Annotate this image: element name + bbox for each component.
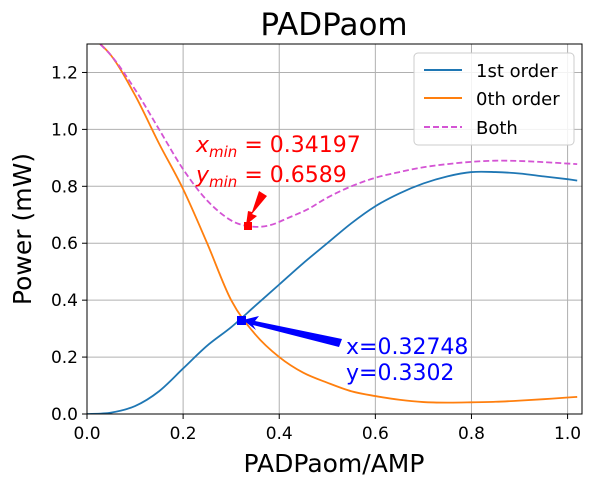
legend-label-0th-order: 0th order — [476, 89, 560, 110]
x-axis-label: PADPaom/AMP — [244, 449, 425, 478]
annotation-min-y-var: y — [195, 163, 210, 188]
annotation-intersection-line1: x=0.32748 — [346, 335, 468, 360]
legend: 1st order 0th order Both — [413, 52, 575, 146]
y-tick-label: 1.0 — [51, 120, 78, 140]
legend-box — [413, 52, 575, 146]
annotation-min-x-text: xmin = 0.34197 — [195, 133, 361, 161]
x-tick-label: 0.6 — [362, 424, 389, 444]
x-tick-label: 0.8 — [458, 424, 485, 444]
annotation-min-y-text: ymin = 0.6589 — [195, 163, 347, 191]
series-0th-order-line — [98, 44, 578, 404]
y-tick-label: 1.2 — [51, 63, 78, 83]
annotation-min-arrow — [246, 191, 267, 225]
annotation-intersection-marker — [237, 316, 246, 325]
annotation-min-x-value: = 0.34197 — [237, 133, 360, 158]
x-tick-label: 0.4 — [266, 424, 293, 444]
y-tick-label: 0.6 — [51, 234, 78, 254]
y-ticks: 0.0 0.2 0.4 0.6 0.8 1.0 1.2 — [51, 63, 87, 425]
plot-frame — [86, 43, 583, 415]
annotation-min-marker — [244, 222, 252, 230]
series-group — [87, 44, 578, 414]
annotation-min-y-sub: min — [209, 173, 237, 191]
annotation-intersection-line2: y=0.3302 — [346, 361, 454, 386]
x-ticks: 0.0 0.2 0.4 0.6 0.8 1.0 — [73, 414, 581, 444]
y-tick-label: 0.8 — [51, 177, 78, 197]
chart-title: PADPaom — [260, 7, 407, 43]
y-tick-label: 0.2 — [51, 348, 78, 368]
y-axis-label: Power (mW) — [8, 153, 37, 305]
series-both-line — [98, 44, 578, 228]
annotation-intersection-arrow — [243, 316, 342, 347]
y-tick-label: 0.4 — [51, 291, 78, 311]
annotation-min-x-var: x — [195, 133, 210, 158]
x-tick-label: 1.0 — [554, 424, 581, 444]
legend-label-both: Both — [476, 118, 518, 139]
legend-label-1st-order: 1st order — [476, 61, 558, 82]
x-tick-label: 0.2 — [170, 424, 197, 444]
series-1st-order-line — [87, 170, 578, 414]
x-tick-label: 0.0 — [73, 424, 100, 444]
y-tick-label: 0.0 — [51, 405, 78, 425]
annotation-intersection: x=0.32748 y=0.3302 — [237, 316, 468, 386]
annotation-minimum: xmin = 0.34197 ymin = 0.6589 — [195, 133, 361, 230]
annotation-min-x-sub: min — [209, 143, 237, 161]
annotation-min-y-value: = 0.6589 — [237, 163, 346, 188]
